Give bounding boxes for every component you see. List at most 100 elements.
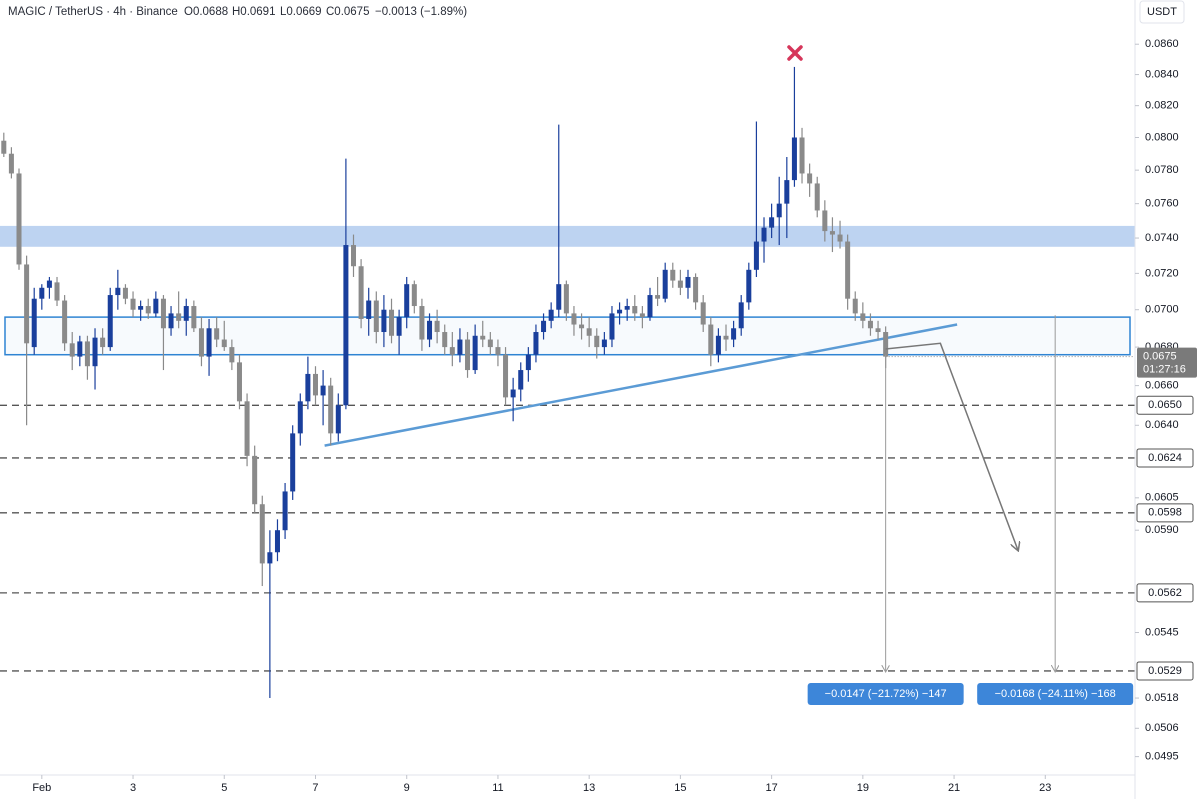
candle-body bbox=[525, 354, 531, 371]
x-tick-label: 21 bbox=[948, 782, 960, 794]
candle-body bbox=[373, 300, 379, 333]
y-tick-label: 0.0700 bbox=[1145, 304, 1179, 316]
candle-body bbox=[518, 370, 524, 390]
candle-body bbox=[69, 343, 75, 357]
candle-body bbox=[807, 173, 813, 184]
candle-body bbox=[852, 298, 858, 314]
candle-body bbox=[176, 313, 182, 321]
range-box bbox=[4, 316, 1131, 356]
header-change: −0.0013 (−1.89%) bbox=[375, 6, 467, 18]
candle-body bbox=[480, 335, 486, 340]
trendline bbox=[324, 323, 958, 447]
candle-body bbox=[282, 491, 288, 531]
candle-body bbox=[160, 298, 166, 329]
x-tick-label: 23 bbox=[1039, 782, 1051, 794]
candle-body bbox=[746, 269, 752, 303]
level-label-box bbox=[1136, 583, 1194, 603]
candle-body bbox=[609, 313, 615, 340]
currency: USDT bbox=[1147, 6, 1177, 18]
candle-body bbox=[46, 280, 52, 288]
x-icon bbox=[787, 45, 803, 61]
candle-body bbox=[632, 306, 638, 314]
x-tick-label: 11 bbox=[492, 782, 503, 794]
candle-body bbox=[130, 298, 136, 310]
candle-body bbox=[335, 405, 341, 434]
candle-body bbox=[883, 332, 889, 357]
candle-body bbox=[753, 241, 759, 270]
candle-body bbox=[685, 276, 691, 288]
x-tick-label: 3 bbox=[130, 782, 136, 794]
level-label: 0.0598 bbox=[1148, 507, 1182, 519]
candle-body bbox=[206, 328, 212, 357]
candle-body bbox=[791, 137, 797, 181]
measure-label-box bbox=[807, 682, 964, 705]
y-tick-label: 0.0518 bbox=[1145, 692, 1179, 704]
candle-body bbox=[24, 264, 30, 344]
candle-body bbox=[670, 269, 676, 281]
candle-body bbox=[259, 504, 265, 564]
axes: 0.0860 0.0840 0.0820 0.0800 0.0780 0.0760 0.07… bbox=[32, 38, 1197, 794]
candle-body bbox=[769, 217, 775, 228]
candle-body bbox=[647, 295, 653, 318]
y-tick-label: 0.0640 bbox=[1145, 419, 1179, 431]
candle-body bbox=[723, 335, 729, 340]
candle-body bbox=[586, 328, 592, 336]
candle-body bbox=[427, 320, 433, 340]
candle-body bbox=[829, 231, 835, 235]
level-label-box bbox=[1136, 448, 1194, 468]
candle-body bbox=[381, 309, 387, 333]
y-tick-label: 0.0800 bbox=[1145, 131, 1179, 143]
candle-body bbox=[419, 306, 425, 340]
candle-body bbox=[472, 335, 478, 371]
last-price-label: 0.0675 bbox=[1143, 351, 1177, 363]
candle-body bbox=[229, 347, 235, 363]
candle-body bbox=[548, 309, 554, 321]
candle-body bbox=[77, 341, 83, 357]
y-tick-label: 0.0545 bbox=[1145, 626, 1179, 638]
candle-body bbox=[168, 313, 174, 329]
candle-body bbox=[799, 137, 805, 174]
y-tick-label: 0.0605 bbox=[1145, 492, 1179, 504]
y-tick-label: 0.0660 bbox=[1145, 380, 1179, 392]
candle-body bbox=[244, 401, 250, 456]
level-label: 0.0624 bbox=[1148, 452, 1182, 464]
candle-body bbox=[693, 276, 699, 303]
x-tick-label: 13 bbox=[583, 782, 595, 794]
candle-body bbox=[396, 317, 402, 336]
candle-body bbox=[100, 337, 106, 348]
candle-body bbox=[320, 385, 326, 396]
candle-body bbox=[191, 306, 197, 329]
candle-body bbox=[343, 245, 349, 406]
level-label-box bbox=[1136, 395, 1194, 415]
candle-body bbox=[639, 313, 645, 318]
candle-body bbox=[84, 341, 90, 367]
header-symbol: MAGIC / TetherUS · 4h · Binance bbox=[8, 6, 178, 18]
countdown: 01:27:16 bbox=[1143, 364, 1186, 376]
candle-body bbox=[31, 298, 37, 348]
resistance-zone bbox=[0, 225, 1135, 247]
y-tick-label: 0.0820 bbox=[1145, 100, 1179, 112]
x-tick-label: 7 bbox=[312, 782, 318, 794]
candle-body bbox=[434, 320, 440, 333]
candle-body bbox=[252, 455, 258, 505]
level-label-box bbox=[1136, 661, 1194, 681]
projection-path bbox=[885, 342, 1018, 550]
level-label: 0.0562 bbox=[1148, 587, 1182, 599]
candle-body bbox=[837, 234, 843, 242]
x-tick-label: Feb bbox=[32, 782, 51, 794]
measure-label-box bbox=[977, 682, 1134, 705]
candle-body bbox=[457, 339, 463, 355]
candle-body bbox=[153, 298, 159, 314]
candle-body bbox=[601, 339, 607, 348]
candle-body bbox=[366, 300, 372, 319]
y-tick-label: 0.0780 bbox=[1145, 164, 1179, 176]
candle-body bbox=[115, 287, 121, 296]
candle-body bbox=[594, 335, 600, 348]
candle-body bbox=[1, 140, 7, 154]
y-tick-label: 0.0720 bbox=[1145, 267, 1179, 279]
currency-box bbox=[1139, 0, 1185, 24]
candle-body bbox=[221, 339, 227, 348]
candle-body bbox=[822, 210, 828, 232]
